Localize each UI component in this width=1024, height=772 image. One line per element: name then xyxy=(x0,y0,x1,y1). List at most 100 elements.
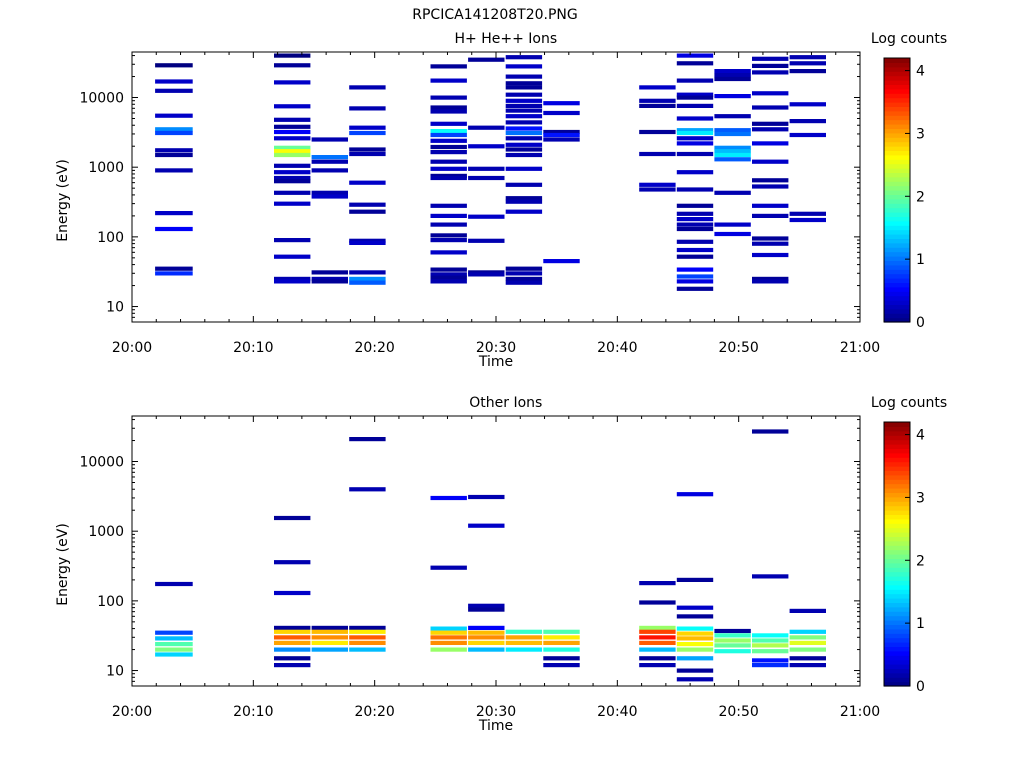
heatmap-cell xyxy=(155,271,193,276)
heatmap-cell xyxy=(468,625,505,630)
heatmap-cell xyxy=(639,85,676,90)
heatmap-cell xyxy=(714,149,751,154)
colorbar-segment xyxy=(884,501,910,507)
heatmap-cell xyxy=(274,254,311,259)
y-tick-label: 10000 xyxy=(79,91,124,107)
x-tick-label: 20:30 xyxy=(476,340,516,356)
colorbar-segment xyxy=(884,110,910,116)
heatmap-cell xyxy=(274,635,311,640)
heatmap-cell xyxy=(676,95,714,100)
colorbar-tick-label: 4 xyxy=(916,428,925,444)
colorbar-segment xyxy=(884,492,910,498)
colorbar-segment xyxy=(884,461,910,467)
heatmap-cell xyxy=(505,166,543,171)
heatmap-cell xyxy=(752,213,789,218)
heatmap-cell xyxy=(639,629,676,634)
colorbar-tick-label: 1 xyxy=(916,252,925,268)
colorbar-frame xyxy=(883,57,911,323)
colorbar-segment xyxy=(884,562,910,568)
colorbar-segment xyxy=(884,269,910,275)
heatmap-cell xyxy=(714,152,751,158)
colorbar-segment xyxy=(884,207,910,213)
heatmap-cell xyxy=(543,101,580,106)
heatmap-cell xyxy=(468,166,505,171)
colorbar-segment xyxy=(884,448,910,454)
heatmap-cell xyxy=(676,642,714,647)
heatmap-cell xyxy=(505,130,543,136)
heatmap-cell xyxy=(789,608,826,613)
heatmap-cell xyxy=(155,642,193,647)
colorbar-segment xyxy=(884,611,910,617)
heatmap-cell xyxy=(311,625,348,630)
heatmap-cell xyxy=(430,222,467,227)
colorbar-segment xyxy=(884,558,910,564)
heatmap-cell xyxy=(676,222,714,227)
heatmap-cell xyxy=(789,132,826,138)
plot-frame xyxy=(131,51,861,323)
heatmap-cell xyxy=(311,194,348,199)
heatmap-cell xyxy=(311,159,348,164)
heatmap-cell xyxy=(349,151,386,157)
heatmap-cell xyxy=(349,180,386,185)
heatmap-cell xyxy=(639,635,676,640)
heatmap-cell xyxy=(274,276,311,281)
heatmap-cell xyxy=(468,640,505,645)
heatmap-cell xyxy=(752,121,789,126)
x-tick-label: 20:00 xyxy=(112,704,152,720)
colorbar-segment xyxy=(884,496,910,502)
heatmap-cell xyxy=(676,267,714,272)
figure-title: RPCICA141208T20.PNG xyxy=(412,7,577,23)
heatmap-cell xyxy=(505,103,543,108)
colorbar-segment xyxy=(884,668,910,674)
colorbar-segment xyxy=(884,677,910,683)
heatmap-cell xyxy=(274,590,311,596)
colorbar-segment xyxy=(884,637,910,643)
heatmap-cell xyxy=(752,429,789,434)
colorbar-segment xyxy=(884,633,910,639)
colorbar-segment xyxy=(884,642,910,647)
heatmap-cell xyxy=(155,148,193,153)
colorbar-tick-label: 0 xyxy=(916,315,925,331)
heatmap-cell xyxy=(349,640,386,645)
heatmap-cell xyxy=(349,240,386,245)
heatmap-cell xyxy=(714,94,751,99)
heatmap-cell xyxy=(430,630,467,635)
heatmap-cell xyxy=(349,125,386,130)
heatmap-cell xyxy=(349,270,386,275)
heatmap-cell xyxy=(639,625,676,630)
colorbar-segment xyxy=(884,540,910,546)
colorbar-segment xyxy=(884,220,910,226)
heatmap-cell xyxy=(714,633,751,638)
colorbar-segment xyxy=(884,128,910,134)
heatmap-cell xyxy=(676,677,714,682)
heatmap-cell xyxy=(639,640,676,645)
heatmap-cell xyxy=(543,656,580,661)
colorbar-segment xyxy=(884,300,910,305)
heatmap-cell xyxy=(274,53,311,58)
panel-title: Other Ions xyxy=(469,395,542,411)
heatmap-cell xyxy=(349,625,386,630)
heatmap-cell xyxy=(505,152,543,158)
colorbar-segment xyxy=(884,115,910,121)
colorbar-segment xyxy=(884,518,910,524)
heatmap-cell xyxy=(639,151,676,157)
heatmap-cell xyxy=(274,515,311,521)
heatmap-cell xyxy=(752,649,789,654)
heatmap-cell xyxy=(274,175,311,181)
heatmap-cell xyxy=(676,247,714,253)
heatmap-cell xyxy=(155,113,193,118)
heatmap-cell xyxy=(505,64,543,69)
colorbar-segment xyxy=(884,97,910,103)
heatmap-cell xyxy=(639,129,676,135)
colorbar-segment xyxy=(884,650,910,656)
colorbar-segment xyxy=(884,58,910,63)
heatmap-cell xyxy=(676,103,714,108)
colorbar-segment xyxy=(884,602,910,608)
colorbar-segment xyxy=(884,659,910,665)
heatmap-cell xyxy=(311,279,348,284)
heatmap-cell xyxy=(714,190,751,195)
colorbar-segment xyxy=(884,203,910,209)
colorbar-segment xyxy=(884,308,910,314)
x-tick-label: 20:10 xyxy=(233,704,273,720)
heatmap-cell xyxy=(789,635,826,640)
